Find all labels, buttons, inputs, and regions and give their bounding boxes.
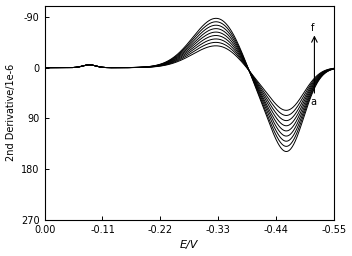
Y-axis label: 2nd Derivative/1e-6: 2nd Derivative/1e-6 [6,64,15,162]
Text: a: a [311,97,317,106]
Text: f: f [311,23,314,33]
X-axis label: E/V: E/V [180,240,199,250]
